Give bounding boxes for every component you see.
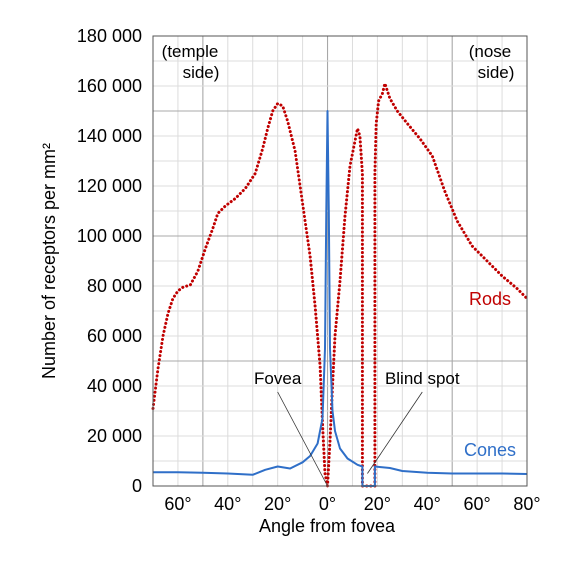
- y-tick-label: 40 000: [87, 376, 142, 396]
- y-tick-label: 140 000: [77, 126, 142, 146]
- annotation-fovea: Fovea: [254, 369, 302, 388]
- nose-side-label-line1: (nose: [469, 42, 512, 61]
- y-tick-label: 20 000: [87, 426, 142, 446]
- temple-side-label-line2: side): [183, 63, 220, 82]
- legend-rods: Rods: [469, 289, 511, 309]
- y-tick-label: 80 000: [87, 276, 142, 296]
- annotation-blind-spot: Blind spot: [385, 369, 460, 388]
- x-axis-label: Angle from fovea: [259, 516, 396, 536]
- y-tick-label: 160 000: [77, 76, 142, 96]
- annotation-leader-line: [277, 391, 328, 487]
- x-tick-label: 60°: [164, 494, 191, 514]
- nose-side-label-line2: side): [478, 63, 515, 82]
- x-tick-label: 40°: [414, 494, 441, 514]
- x-tick-label: 20°: [264, 494, 291, 514]
- temple-side-label-line1: (temple: [162, 42, 219, 61]
- gridlines: [152, 35, 528, 487]
- y-tick-label: 0: [132, 476, 142, 496]
- y-tick-label: 120 000: [77, 176, 142, 196]
- tick-labels: 60° 40° 20° 0° 20° 40° 60° 80° 0 20 000 40 000 60 0…: [77, 26, 541, 514]
- x-tick-label: 60°: [464, 494, 491, 514]
- x-tick-label: 20°: [364, 494, 391, 514]
- x-tick-label: 80°: [513, 494, 540, 514]
- x-tick-label: 0°: [319, 494, 336, 514]
- series-line-rods: [151, 82, 529, 488]
- legend-cones: Cones: [464, 440, 516, 460]
- plot-border: [152, 35, 528, 487]
- x-tick-label: 40°: [214, 494, 241, 514]
- y-tick-label: 100 000: [77, 226, 142, 246]
- annotation-layer: Fovea Blind spot: [254, 369, 460, 487]
- y-axis-label: Number of receptors per mm²: [39, 143, 59, 379]
- series-layer: [151, 82, 529, 488]
- y-tick-label: 60 000: [87, 326, 142, 346]
- series-line-cones: [153, 110, 528, 487]
- plot-frame: [152, 35, 528, 487]
- y-tick-label: 180 000: [77, 26, 142, 46]
- annotation-leader-line: [367, 391, 423, 474]
